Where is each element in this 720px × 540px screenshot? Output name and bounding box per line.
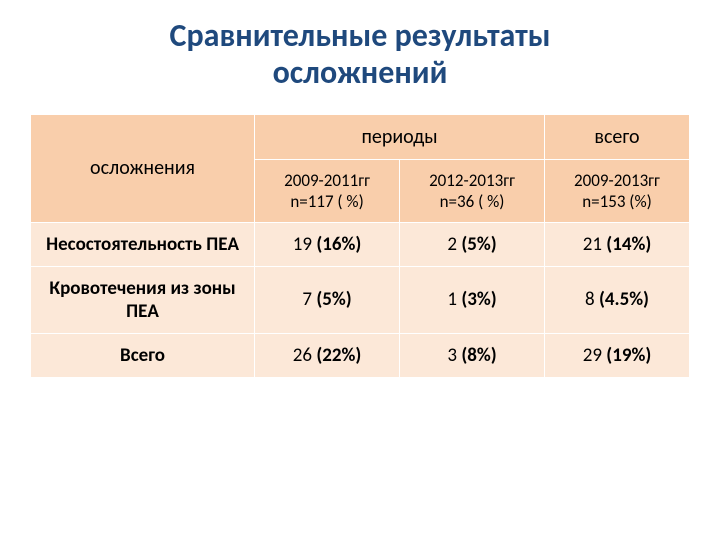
- row-label: Всего: [31, 333, 255, 377]
- title-line-1: Сравнительные результаты: [170, 16, 551, 55]
- cell: 26 (22%): [255, 333, 400, 377]
- results-table: осложнения периоды всего 2009-2011гг n=1…: [30, 114, 690, 378]
- cell: 8 (4.5%): [545, 266, 690, 333]
- row-label: Несостоятельность ПЕА: [31, 222, 255, 266]
- header-complications: осложнения: [31, 114, 255, 222]
- table-header-row: осложнения периоды всего: [31, 114, 690, 159]
- cell: 1 (3%): [400, 266, 545, 333]
- cell: 2 (5%): [400, 222, 545, 266]
- cell: 3 (8%): [400, 333, 545, 377]
- cell: 7 (5%): [255, 266, 400, 333]
- header-periods: периоды: [255, 114, 545, 159]
- slide: Сравнительные результаты осложнений осло…: [0, 0, 720, 540]
- cell: 29 (19%): [545, 333, 690, 377]
- table-row: Кровотечения из зоны ПЕА 7 (5%) 1 (3%) 8…: [31, 266, 690, 333]
- title-line-2: осложнений: [273, 53, 448, 92]
- header-total: всего: [545, 114, 690, 159]
- subheader-total: 2009-2013гг n=153 (%): [545, 159, 690, 222]
- subheader-period-1: 2009-2011гг n=117 ( %): [255, 159, 400, 222]
- slide-title: Сравнительные результаты осложнений: [30, 18, 690, 92]
- table-row: Несостоятельность ПЕА 19 (16%) 2 (5%) 21…: [31, 222, 690, 266]
- cell: 21 (14%): [545, 222, 690, 266]
- table-row: Всего 26 (22%) 3 (8%) 29 (19%): [31, 333, 690, 377]
- subheader-period-2: 2012-2013гг n=36 ( %): [400, 159, 545, 222]
- cell: 19 (16%): [255, 222, 400, 266]
- row-label: Кровотечения из зоны ПЕА: [31, 266, 255, 333]
